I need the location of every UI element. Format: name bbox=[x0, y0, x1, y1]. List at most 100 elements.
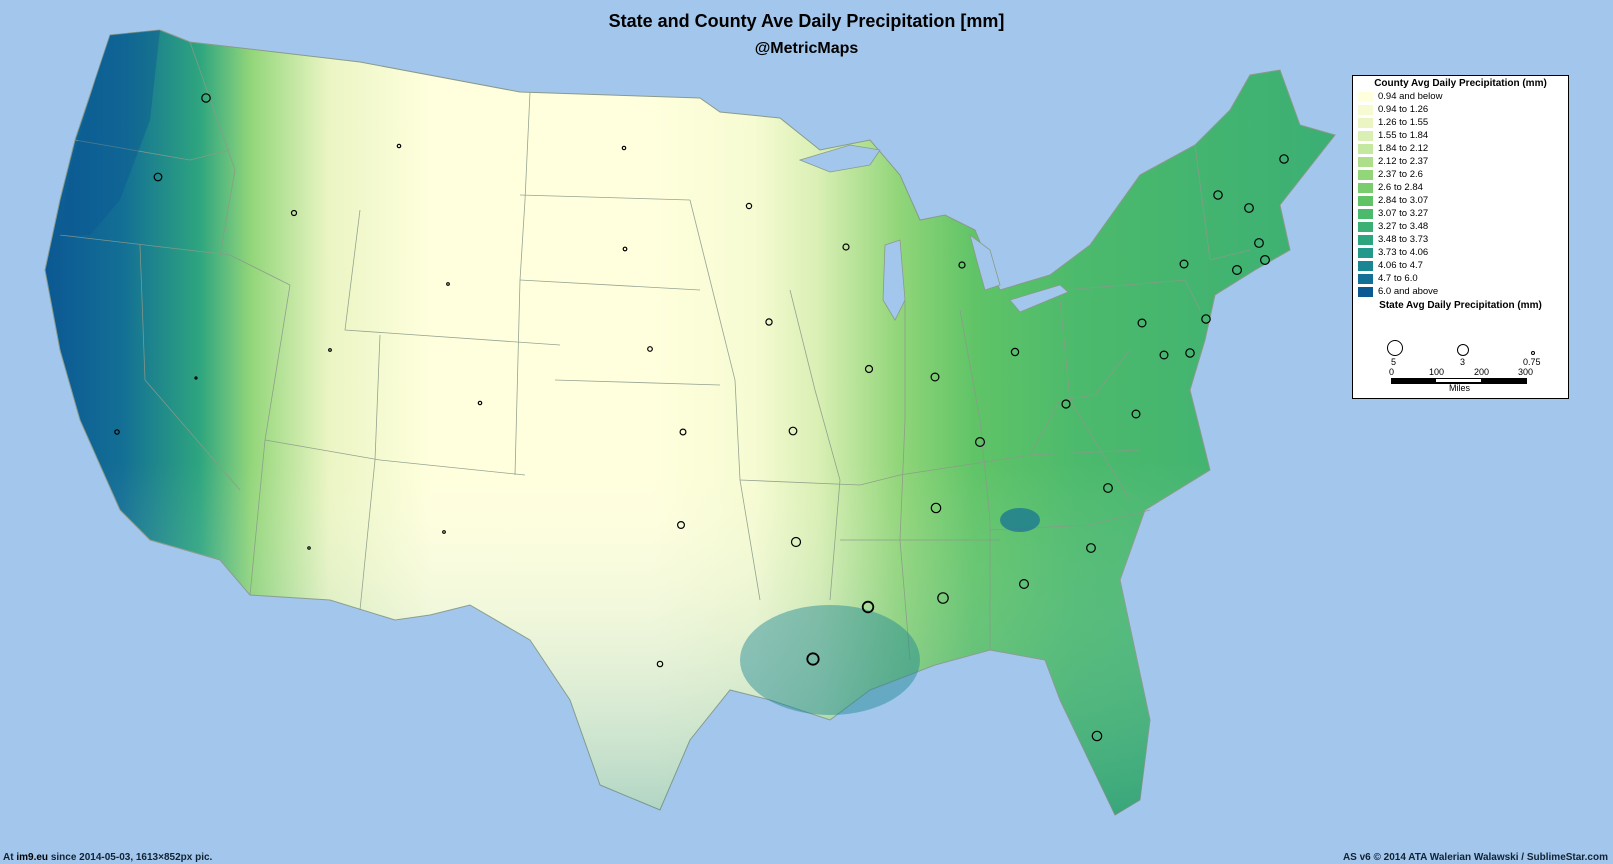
legend-class-label: 2.6 to 2.84 bbox=[1378, 182, 1423, 193]
scale-tick-0: 0 bbox=[1389, 367, 1395, 377]
size-circle-medium bbox=[1457, 344, 1469, 356]
map-subtitle: @MetricMaps bbox=[754, 40, 859, 57]
footer-left: At im9.eu since 2014-05-03, 1613×852px p… bbox=[3, 852, 212, 863]
state-circle-indiana bbox=[930, 372, 940, 382]
legend-swatch bbox=[1358, 182, 1373, 193]
lake-superior bbox=[798, 144, 881, 173]
state-legend-title: State Avg Daily Precipitation (mm) bbox=[1379, 300, 1542, 311]
state-circle-utah bbox=[328, 348, 332, 352]
state-circle-louisiana bbox=[806, 652, 820, 666]
state-circle-north-carolina bbox=[1103, 483, 1113, 493]
state-circle-texas bbox=[656, 660, 664, 668]
legend-class-row: 2.84 to 3.07 bbox=[1358, 194, 1568, 207]
legend-class-row: 3.27 to 3.48 bbox=[1358, 220, 1568, 233]
footer-site-link[interactable]: im9.eu bbox=[16, 852, 49, 863]
legend-class-label: 3.27 to 3.48 bbox=[1378, 221, 1429, 232]
state-circle-nebraska bbox=[647, 346, 653, 352]
state-circle-mississippi bbox=[861, 600, 875, 614]
state-circle-illinois bbox=[864, 364, 874, 374]
legend-swatch bbox=[1358, 260, 1373, 271]
state-circle-minnesota bbox=[745, 202, 753, 210]
state-circle-georgia bbox=[1018, 578, 1029, 589]
legend-class-row: 0.94 to 1.26 bbox=[1358, 103, 1568, 116]
legend-class-label: 3.73 to 4.06 bbox=[1378, 247, 1429, 258]
state-circle-colorado bbox=[477, 400, 483, 406]
state-circle-new-hampshire bbox=[1244, 203, 1254, 213]
state-circle-oregon bbox=[153, 172, 163, 182]
legend-swatch bbox=[1358, 208, 1373, 219]
state-circle-pennsylvania bbox=[1137, 318, 1147, 328]
state-circle-nevada bbox=[194, 376, 198, 380]
size-legend: 5 3 0.75 0 100 200 300 Miles bbox=[1353, 311, 1568, 393]
scale-tick-200: 200 bbox=[1474, 367, 1490, 377]
state-boundaries bbox=[59, 41, 1251, 661]
legend-swatch bbox=[1358, 169, 1373, 180]
legend-class-row: 4.7 to 6.0 bbox=[1358, 272, 1568, 285]
state-circle-delaware bbox=[1185, 348, 1195, 358]
state-circle-tennessee bbox=[930, 502, 942, 514]
legend-class-row: 1.26 to 1.55 bbox=[1358, 116, 1568, 129]
size-label-large: 5 bbox=[1391, 357, 1397, 367]
size-circle-large bbox=[1387, 340, 1403, 356]
footer-info: since 2014-05-03, 1613×852px pic. bbox=[50, 852, 213, 863]
state-circle-new-york bbox=[1179, 259, 1189, 269]
state-circle-vermont bbox=[1213, 190, 1223, 200]
state-circle-wyoming bbox=[446, 282, 450, 286]
legend-class-label: 2.12 to 2.37 bbox=[1378, 156, 1429, 167]
lake-huron bbox=[969, 233, 1001, 291]
legend-class-label: 0.94 to 1.26 bbox=[1378, 104, 1429, 115]
state-circle-arizona bbox=[307, 546, 311, 550]
footer-prefix: At bbox=[3, 852, 14, 863]
legend-swatch bbox=[1358, 143, 1373, 154]
legend-class-label: 2.37 to 2.6 bbox=[1378, 169, 1423, 180]
legend-class-label: 1.84 to 2.12 bbox=[1378, 143, 1429, 154]
state-circle-kansas bbox=[679, 428, 687, 436]
legend-class-label: 4.7 to 6.0 bbox=[1378, 273, 1418, 284]
legend-swatch bbox=[1358, 104, 1373, 115]
state-circle-south-carolina bbox=[1086, 543, 1096, 553]
state-circle-arkansas bbox=[790, 536, 802, 548]
state-avg-circles bbox=[114, 93, 1289, 742]
legend-class-label: 6.0 and above bbox=[1378, 286, 1439, 297]
state-circle-wisconsin bbox=[842, 243, 850, 251]
legend-swatch bbox=[1358, 234, 1373, 245]
size-label-medium: 3 bbox=[1460, 357, 1466, 367]
state-circle-iowa bbox=[765, 318, 773, 326]
legend-swatch bbox=[1358, 273, 1373, 284]
legend-class-row: 1.55 to 1.84 bbox=[1358, 129, 1568, 142]
legend-class-label: 1.55 to 1.84 bbox=[1378, 130, 1429, 141]
legend-class-row: 3.48 to 3.73 bbox=[1358, 233, 1568, 246]
state-circle-missouri bbox=[788, 426, 798, 436]
legend-swatch bbox=[1358, 247, 1373, 258]
legend-swatch bbox=[1358, 130, 1373, 141]
legend-swatch bbox=[1358, 221, 1373, 232]
state-circle-rhode-island bbox=[1259, 255, 1270, 266]
state-circle-south-dakota bbox=[622, 246, 628, 252]
state-circle-connecticut bbox=[1231, 265, 1242, 276]
legend-swatch bbox=[1358, 286, 1373, 297]
footer-credit: AS v6 © 2014 ATA Walerian Walawski / Sub… bbox=[1342, 852, 1608, 863]
legend-class-row: 3.73 to 4.06 bbox=[1358, 246, 1568, 259]
scale-bar: 0 100 200 300 Miles bbox=[1389, 367, 1533, 393]
state-circle-idaho bbox=[290, 209, 298, 217]
state-circle-montana bbox=[396, 143, 402, 149]
scale-unit: Miles bbox=[1449, 383, 1471, 393]
legend-swatch bbox=[1358, 195, 1373, 206]
state-circle-maine bbox=[1279, 154, 1289, 164]
legend-class-label: 0.94 and below bbox=[1378, 91, 1443, 102]
legend-swatch bbox=[1358, 91, 1373, 102]
scale-tick-100: 100 bbox=[1429, 367, 1445, 377]
size-label-small: 0.75 bbox=[1523, 357, 1541, 367]
legend-class-row: 0.94 and below bbox=[1358, 90, 1568, 103]
state-circle-new-mexico bbox=[442, 530, 446, 534]
legend-class-row: 2.6 to 2.84 bbox=[1358, 181, 1568, 194]
legend: County Avg Daily Precipitation (mm) 0.94… bbox=[1352, 75, 1569, 399]
county-legend-title: County Avg Daily Precipitation (mm) bbox=[1374, 78, 1547, 89]
legend-class-row: 4.06 to 4.7 bbox=[1358, 259, 1568, 272]
state-circle-west-virginia bbox=[1061, 399, 1071, 409]
state-circle-new-jersey bbox=[1201, 314, 1211, 324]
state-circle-massachusetts bbox=[1254, 238, 1264, 248]
size-circle-small bbox=[1531, 351, 1535, 355]
state-circle-michigan bbox=[958, 261, 966, 269]
